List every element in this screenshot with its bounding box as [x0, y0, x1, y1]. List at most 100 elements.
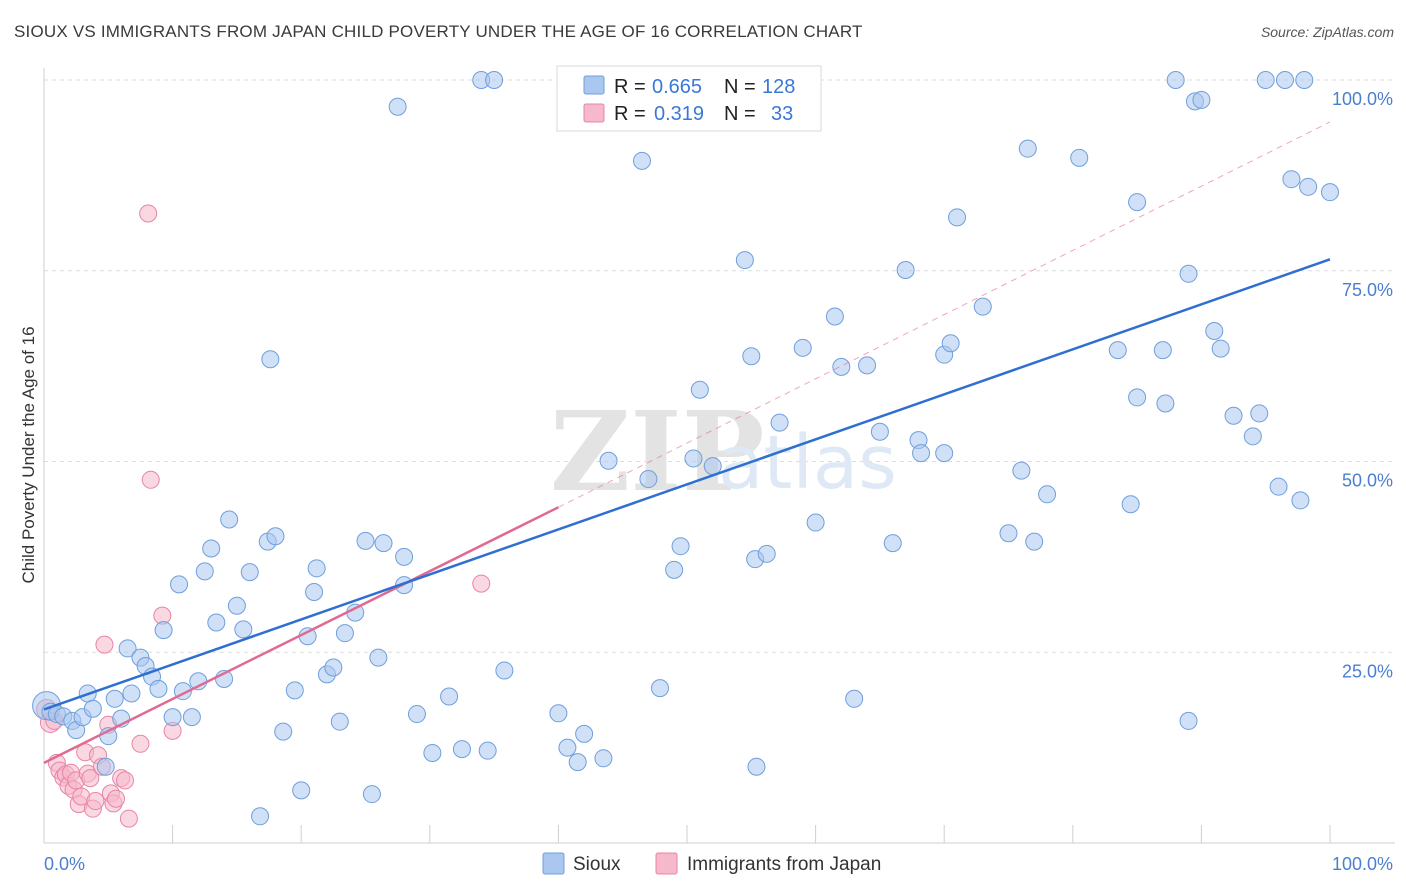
- y-tick-label-0: 25.0%: [1342, 661, 1393, 681]
- sioux-point: [149, 679, 168, 698]
- sioux-point: [1121, 495, 1140, 514]
- sioux-point: [1205, 322, 1224, 341]
- sioux-point: [335, 624, 354, 643]
- sioux-point: [122, 684, 141, 703]
- chart-title: SIOUX VS IMMIGRANTS FROM JAPAN CHILD POV…: [14, 22, 863, 41]
- sioux-point: [825, 307, 844, 326]
- sioux-point: [770, 413, 789, 432]
- sioux-point: [1275, 71, 1294, 89]
- legend-swatch-japan-bottom: [655, 852, 678, 875]
- y-tick-label-3: 100.0%: [1332, 89, 1393, 109]
- japan-point: [139, 204, 158, 223]
- sioux-point: [163, 708, 182, 727]
- sioux-point: [1038, 485, 1057, 504]
- sioux-point: [935, 444, 954, 463]
- sioux-point: [202, 539, 221, 558]
- legend-n-value-sioux: 128: [762, 76, 795, 98]
- sioux-point: [599, 451, 618, 470]
- sioux-point: [292, 781, 311, 800]
- legend-r-label-sioux: R =: [614, 76, 646, 98]
- sioux-point: [1321, 183, 1339, 202]
- sioux-point: [118, 639, 137, 658]
- legend-n-value-japan: 33: [771, 103, 793, 125]
- sioux-point: [478, 741, 497, 760]
- japan-point: [95, 635, 114, 654]
- sioux-point: [1153, 341, 1172, 360]
- sioux-point: [495, 661, 514, 680]
- sioux-point: [96, 757, 115, 776]
- sioux-point: [266, 527, 285, 546]
- sioux-point: [684, 449, 703, 468]
- sioux-point: [362, 785, 381, 804]
- sioux-point: [1166, 71, 1185, 89]
- y-tick-label-1: 50.0%: [1342, 471, 1393, 491]
- sioux-point: [665, 560, 684, 579]
- sioux-point: [356, 531, 375, 550]
- trend-line-japan: [43, 506, 559, 765]
- sioux-point: [1192, 90, 1211, 109]
- japan-point: [141, 470, 160, 489]
- sioux-point: [742, 347, 761, 366]
- source-label: Source: ZipAtlas.com: [1260, 24, 1394, 40]
- sioux-point: [440, 687, 459, 706]
- sioux-point: [1179, 264, 1198, 283]
- series-legend: Sioux Immigrants from Japan: [542, 852, 881, 875]
- sioux-point: [261, 350, 280, 369]
- sioux-point: [747, 757, 766, 776]
- sioux-point: [549, 704, 568, 723]
- legend-r-value-japan: 0.319: [654, 103, 704, 125]
- sioux-point: [632, 151, 651, 170]
- sioux-point: [227, 596, 246, 615]
- trend-lines: [43, 121, 1331, 765]
- watermark: ZIP atlas: [550, 387, 897, 516]
- sioux-point: [195, 562, 214, 581]
- japan-point: [119, 809, 138, 828]
- legend-r-value-sioux: 0.665: [652, 76, 702, 98]
- legend-label-japan: Immigrants from Japan: [687, 854, 881, 875]
- sioux-point: [973, 297, 992, 316]
- sioux-point: [1018, 139, 1037, 158]
- tick-labels: 25.0% 50.0% 75.0% 100.0% 0.0% 100.0%: [44, 89, 1393, 874]
- sioux-point: [735, 251, 754, 270]
- sioux-point: [558, 738, 577, 757]
- sioux-point: [1256, 71, 1275, 89]
- sioux-point: [575, 724, 594, 743]
- sioux-point: [1108, 341, 1127, 360]
- sioux-point: [1224, 406, 1243, 425]
- sioux-point: [207, 613, 226, 632]
- japan-point: [86, 792, 105, 811]
- sioux-point: [220, 510, 239, 529]
- sioux-point: [307, 559, 326, 578]
- y-tick-label-2: 75.0%: [1342, 280, 1393, 300]
- sioux-point: [639, 470, 658, 489]
- legend-swatch-sioux: [583, 75, 605, 95]
- sioux-point: [330, 712, 349, 731]
- legend-swatch-sioux-bottom: [542, 852, 565, 875]
- x-tick-label-1: 100.0%: [1332, 854, 1393, 874]
- sioux-point: [1179, 711, 1198, 730]
- legend-r-label-japan: R =: [614, 103, 646, 125]
- sioux-point: [1295, 71, 1314, 89]
- sioux-point: [452, 740, 471, 759]
- japan-point: [131, 734, 150, 753]
- sioux-point: [251, 807, 270, 826]
- sioux-point: [941, 334, 960, 353]
- legend-n-label-sioux: N =: [724, 76, 756, 98]
- sioux-point: [1291, 491, 1310, 510]
- japan-point: [116, 771, 135, 790]
- sioux-point: [423, 743, 442, 762]
- sioux-point: [369, 648, 388, 667]
- sioux-point: [1299, 177, 1318, 196]
- sioux-point: [182, 708, 201, 727]
- y-axis-label: Child Poverty Under the Age of 16: [19, 326, 38, 583]
- legend-n-label-japan: N =: [724, 103, 756, 125]
- sioux-point: [83, 699, 102, 718]
- sioux-point: [948, 208, 967, 227]
- sioux-point: [1012, 461, 1031, 480]
- sioux-point: [1156, 394, 1175, 413]
- sioux-point: [170, 575, 189, 594]
- trend-line-sioux: [43, 258, 1331, 711]
- sioux-point: [1070, 148, 1089, 167]
- sioux-point: [234, 620, 253, 639]
